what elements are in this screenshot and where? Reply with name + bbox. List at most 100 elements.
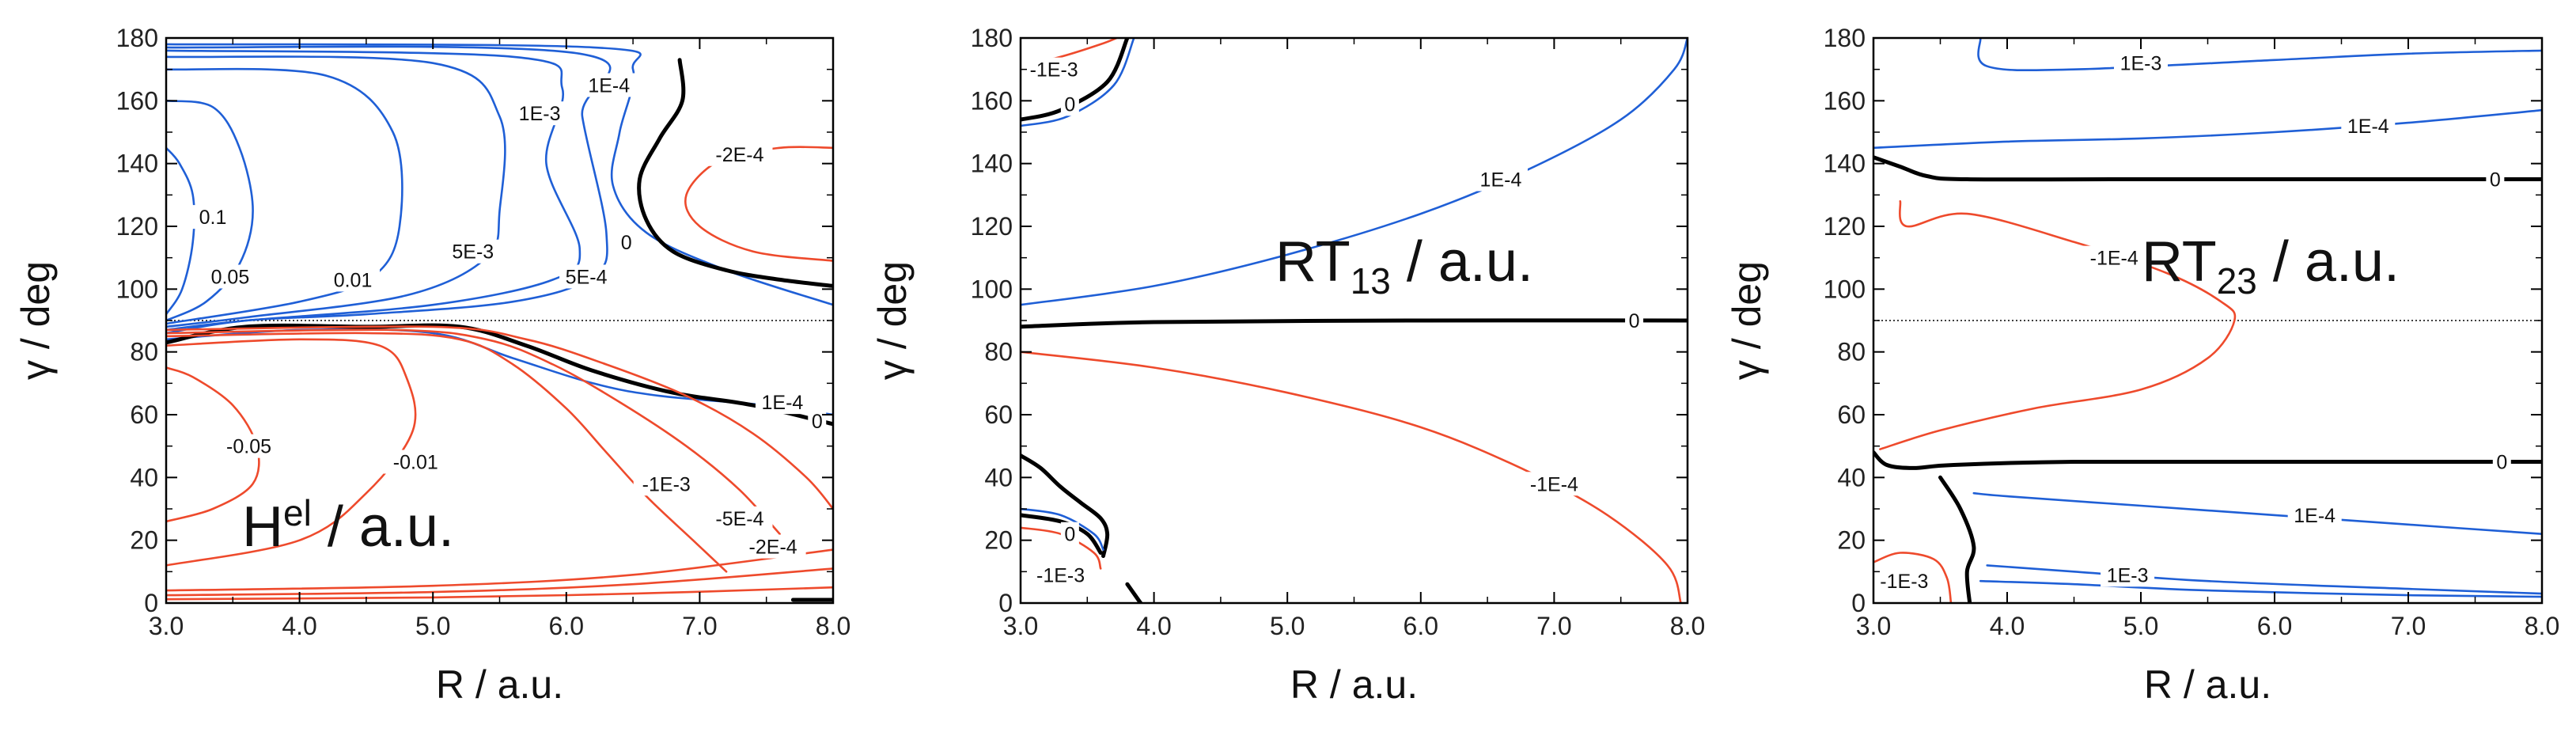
- y-tick-label: 100: [1824, 275, 1866, 303]
- x-tick-label: 5.0: [2123, 612, 2158, 640]
- contour-line-pos: [1021, 38, 1135, 127]
- y-tick-label: 80: [984, 338, 1013, 366]
- contour-line-zero: [1021, 453, 1110, 558]
- y-tick-label: 180: [971, 24, 1013, 52]
- x-tick-label: 8.0: [816, 612, 850, 640]
- x-tick-label: 4.0: [1136, 612, 1171, 640]
- contour-label: -0.01: [393, 452, 438, 474]
- y-tick-label: 80: [1837, 338, 1866, 366]
- contour-label: 1E-3: [2120, 53, 2162, 75]
- contour-label: 0: [2496, 452, 2507, 474]
- panel-label-hel: Hel / a.u.: [242, 492, 454, 559]
- contour-label: -0.05: [226, 436, 271, 458]
- contour-line-neg: [1879, 200, 2237, 450]
- x-tick-label: 7.0: [682, 612, 717, 640]
- contour-line-neg: [684, 146, 833, 262]
- contour-label: -1E-4: [2090, 248, 2138, 270]
- contour-line-neg: [166, 332, 728, 573]
- y-axis-title: γ / deg: [1725, 261, 1769, 380]
- contour-label: -2E-4: [749, 537, 797, 559]
- contour-line-pos: [166, 55, 506, 328]
- y-tick-label: 160: [116, 86, 158, 115]
- contour-line-neg: [1873, 552, 1953, 603]
- y-axis-title: γ / deg: [13, 261, 58, 380]
- y-tick-label: 40: [1837, 463, 1866, 491]
- contour-label: -5E-4: [715, 508, 763, 530]
- x-tick-label: 8.0: [1670, 612, 1705, 640]
- contour-line-pos: [166, 49, 581, 332]
- x-tick-label: 4.0: [282, 612, 316, 640]
- x-tick-label: 6.0: [1404, 612, 1438, 640]
- y-tick-label: 20: [984, 526, 1013, 555]
- y-tick-label: 40: [130, 463, 158, 491]
- contour-label: 1E-4: [1480, 169, 1522, 192]
- contour-line-neg: [166, 325, 833, 510]
- x-tick-label: 5.0: [415, 612, 450, 640]
- contour-label: 0: [1064, 93, 1075, 116]
- contour-line-neg: [1021, 526, 1102, 570]
- contour-line-pos: [1977, 38, 2542, 72]
- y-tick-label: 60: [1837, 400, 1866, 429]
- x-tick-label: 7.0: [2391, 612, 2426, 640]
- x-tick-label: 3.0: [1856, 612, 1891, 640]
- y-tick-label: 120: [116, 212, 158, 241]
- x-tick-label: 6.0: [2257, 612, 2292, 640]
- contour-line-neg: [166, 567, 833, 597]
- contour-label: -1E-3: [1036, 564, 1085, 586]
- y-tick-label: 60: [130, 400, 158, 429]
- contour-line-zero: [1873, 450, 2542, 470]
- y-tick-label: 20: [130, 526, 158, 555]
- panel-label-rt13: RT13 / a.u.: [1275, 230, 1533, 302]
- contour-label: 1E-3: [2107, 564, 2149, 586]
- y-tick-label: 100: [116, 275, 158, 303]
- y-tick-label: 120: [1824, 212, 1866, 241]
- contour-line-neg: [1021, 351, 1682, 603]
- x-axis-title: R / a.u.: [2144, 662, 2271, 707]
- contour-label: -1E-4: [1530, 473, 1578, 495]
- contour-label: 0: [621, 232, 632, 254]
- panel-label-rt23: RT23 / a.u.: [2142, 230, 2400, 302]
- contour-line-pos: [166, 45, 612, 335]
- y-tick-label: 140: [971, 150, 1013, 178]
- contour-label: 0: [1064, 524, 1075, 546]
- contour-label: -1E-3: [1880, 571, 1928, 593]
- contour-label: -2E-4: [715, 144, 763, 166]
- x-axis-title: R / a.u.: [1290, 662, 1418, 707]
- contour-line-pos: [1979, 579, 2542, 598]
- y-axis-title: γ / deg: [870, 261, 915, 380]
- panel-rt23: 1E-3 1E-4 0 -1E-4 0 1E-4 1E-3 -1E-3 3.0 4.0 5.0 6.0…: [1725, 24, 2559, 707]
- contour-line-pos: [166, 67, 403, 325]
- contour-line-zero: [1021, 318, 1688, 329]
- contour-line-zero: [166, 323, 833, 427]
- contour-label: 0.1: [199, 207, 227, 229]
- panel-hel: 0.1 0.05 0.01 5E-3 1E-3 5E-4 1E-4 1E-4 0 0 -2E-4 -0…: [13, 24, 850, 707]
- contour-line-zero: [1021, 38, 1130, 122]
- contour-label: 0: [2490, 169, 2501, 192]
- contour-line-zero: [1873, 155, 2542, 182]
- y-tick-label: 80: [130, 338, 158, 366]
- contour-line-neg: [166, 338, 417, 567]
- contour-label: 0.01: [334, 269, 373, 291]
- contour-label: 0.05: [211, 266, 250, 288]
- y-tick-label: 120: [971, 212, 1013, 241]
- y-tick-label: 0: [1851, 589, 1866, 617]
- contour-line-neg: [166, 328, 781, 535]
- y-tick-label: 180: [1824, 24, 1866, 52]
- contour-label: 5E-3: [452, 241, 494, 264]
- contour-line-pos: [1986, 564, 2542, 595]
- contour-line-neg: [166, 586, 833, 601]
- contour-label: 1E-3: [519, 103, 561, 125]
- contour-label: 1E-4: [2347, 116, 2389, 138]
- y-tick-label: 100: [971, 275, 1013, 303]
- contour-label: -1E-3: [1030, 59, 1078, 82]
- contour-label: 0: [812, 411, 823, 433]
- x-tick-label: 6.0: [549, 612, 584, 640]
- contour-line-zero: [637, 58, 833, 288]
- contour-label: 1E-4: [2294, 505, 2335, 527]
- panel-rt13: -1E-3 0 1E-4 0 -1E-4 0 -1E-3 3.0 4.0 5.0 6.0 7.0 8.0…: [870, 24, 1705, 707]
- y-tick-label: 160: [971, 86, 1013, 115]
- y-tick-label: 40: [984, 463, 1013, 491]
- contour-line-zero: [1938, 475, 1976, 603]
- contour-line-pos: [1021, 38, 1688, 306]
